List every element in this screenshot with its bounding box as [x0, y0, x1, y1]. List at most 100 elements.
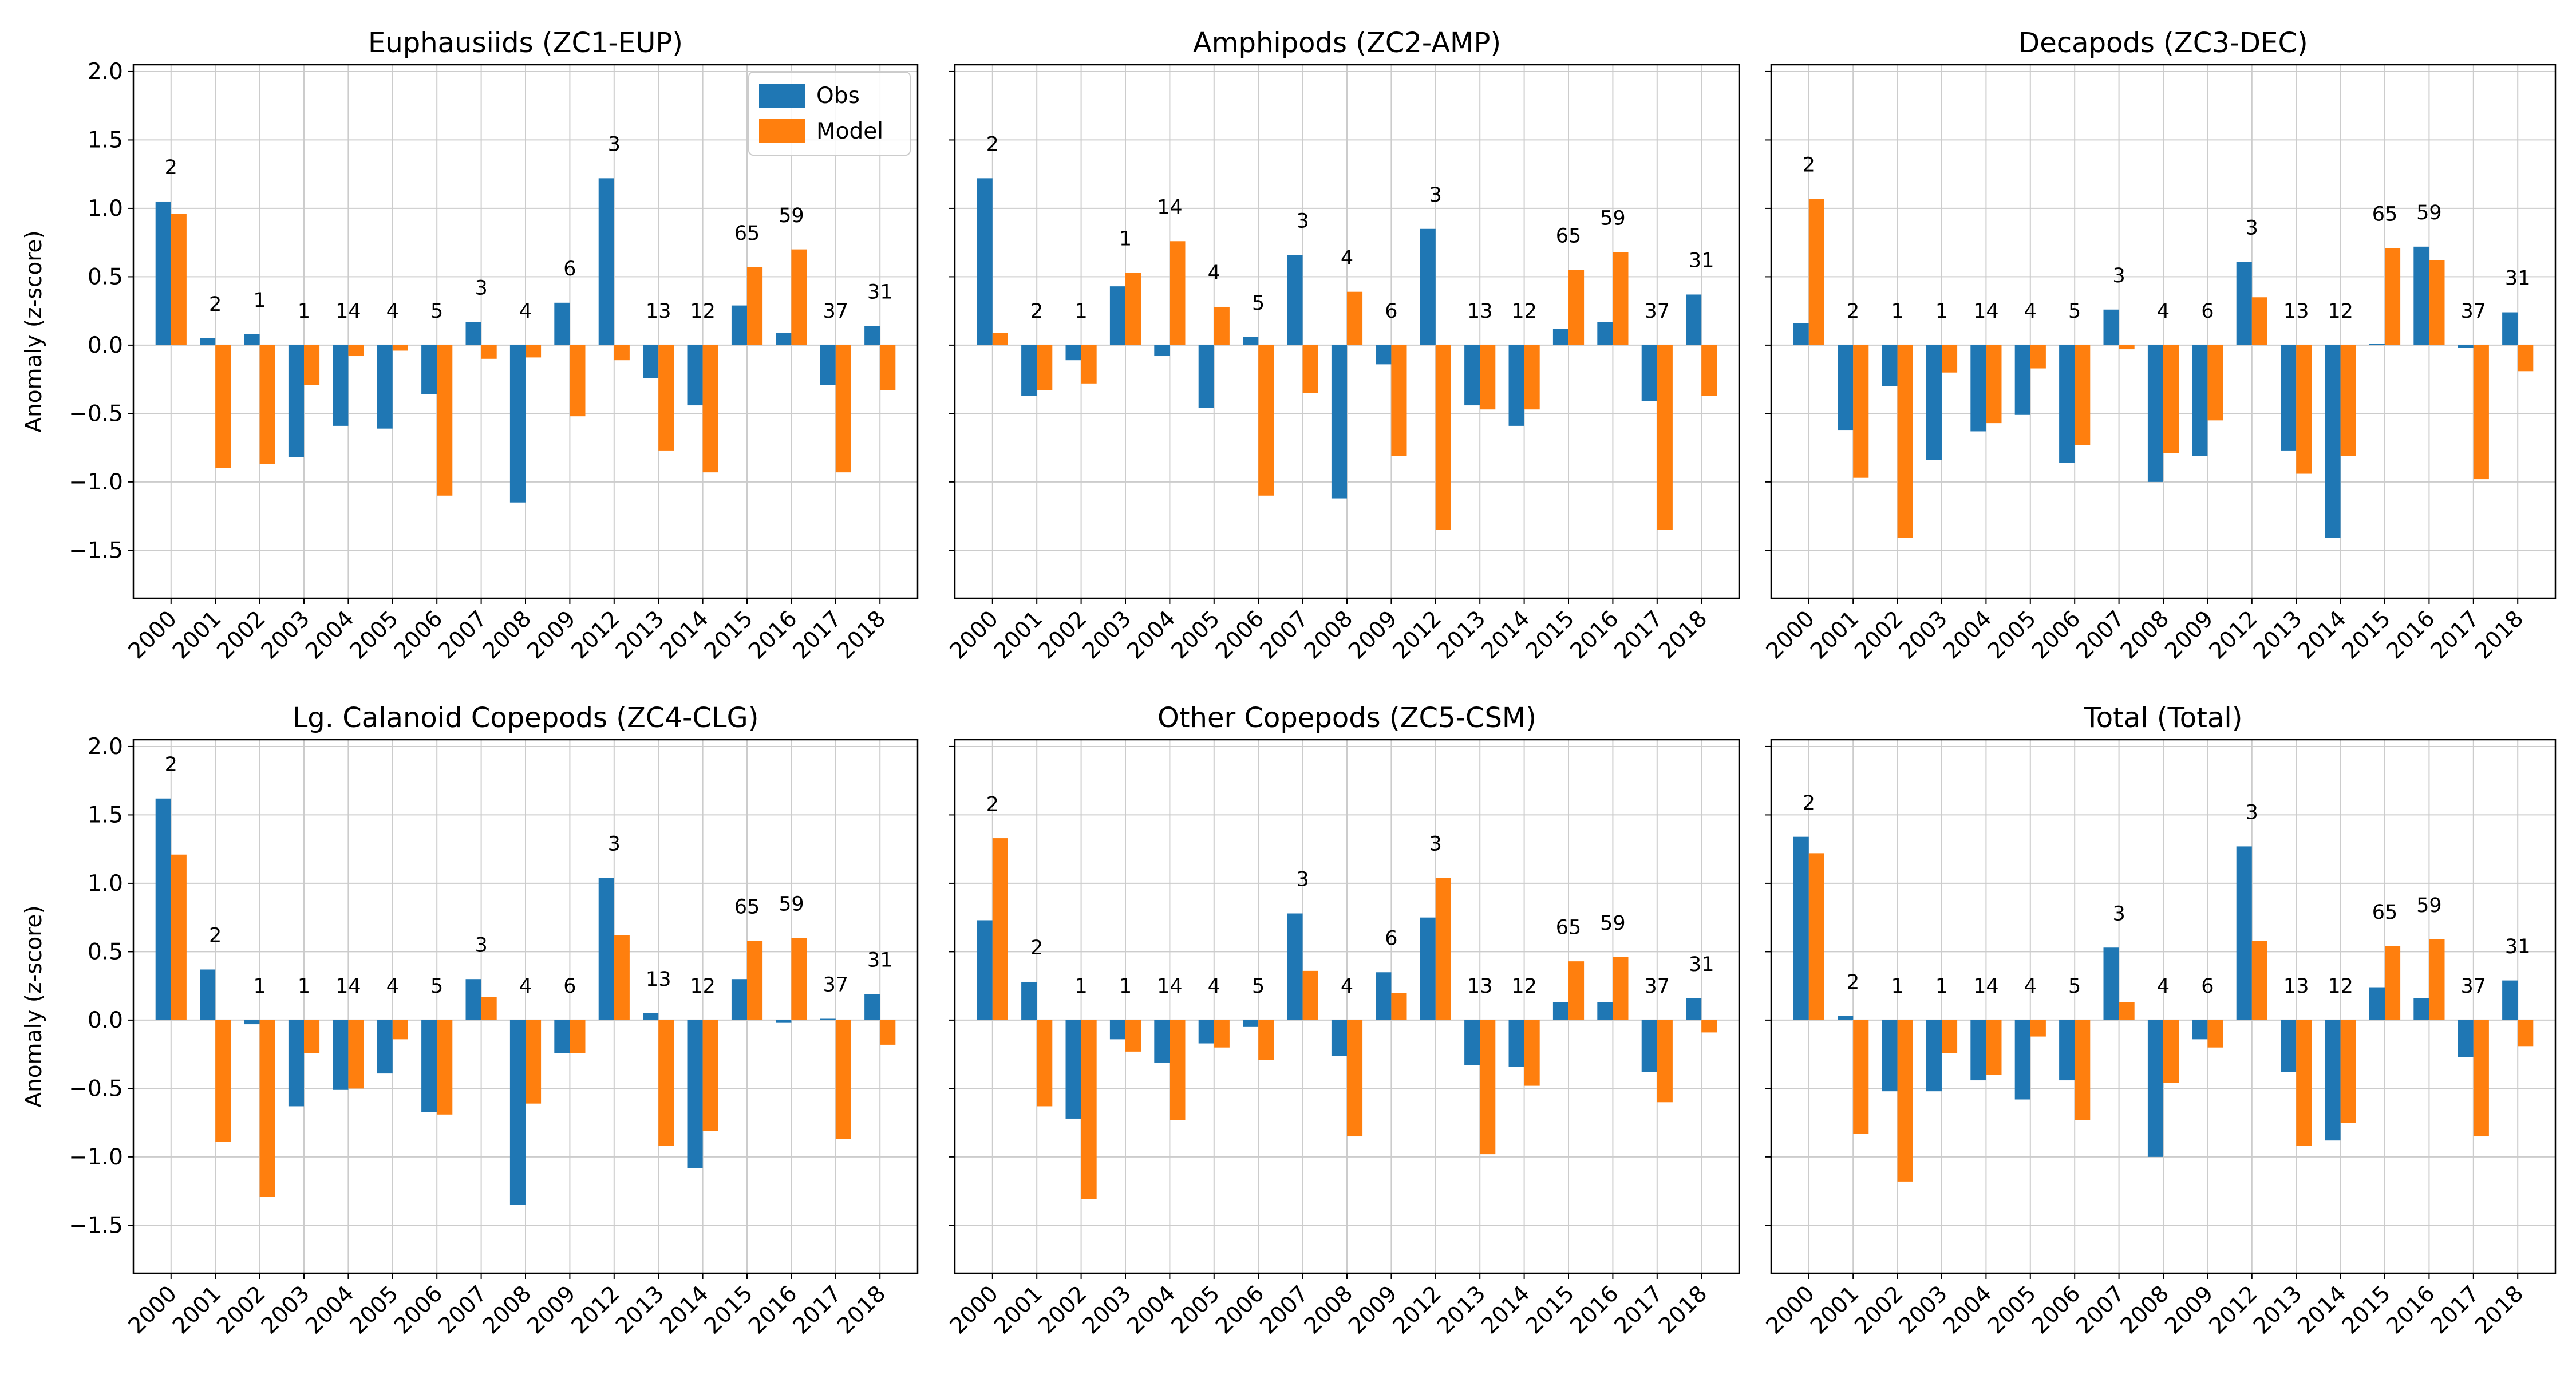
bar-model [1808, 853, 1824, 1020]
bar-model [2340, 1020, 2356, 1123]
bar-model [303, 345, 320, 385]
bar-model [1524, 345, 1540, 410]
bar-model [1941, 345, 1958, 373]
bar-model [2251, 297, 2267, 345]
x-tick-label: 2006 [1211, 606, 1269, 664]
bar-model [1081, 1020, 1097, 1199]
bar-model [1214, 306, 1230, 345]
bar-model [2030, 345, 2046, 369]
bar-annotation: 4 [519, 975, 532, 998]
bar-obs [333, 1020, 349, 1090]
x-tick-label: 2012 [1388, 1281, 1447, 1339]
bar-model [215, 345, 231, 468]
bar-obs [1021, 345, 1037, 396]
bar-obs [864, 994, 880, 1020]
bar-model [1524, 1020, 1540, 1086]
bar-obs [2369, 987, 2385, 1020]
bar-model [259, 345, 275, 464]
x-tick-label: 2003 [256, 606, 315, 664]
y-tick-label: −1.5 [69, 538, 123, 563]
x-tick-label: 2015 [1521, 606, 1579, 664]
x-tick-label: 2014 [1477, 606, 1535, 664]
bar-annotation: 6 [1385, 927, 1397, 950]
bar-annotation: 31 [1689, 250, 1714, 273]
x-tick-label: 2014 [1477, 1281, 1535, 1339]
bar-annotation: 6 [563, 258, 576, 281]
x-tick-label: 2014 [2293, 1281, 2352, 1339]
x-tick-label: 2015 [1521, 1281, 1579, 1339]
bar-annotation: 3 [475, 934, 487, 957]
bar-annotation: 37 [823, 974, 849, 997]
panel-title: Lg. Calanoid Copepods (ZC4-CLG) [293, 702, 759, 734]
y-tick-label: 1.0 [88, 871, 123, 897]
bar-model [747, 267, 763, 345]
bar-annotation: 31 [2505, 267, 2531, 290]
y-tick-label: 0.5 [88, 264, 123, 290]
bar-model [2429, 939, 2445, 1020]
x-tick-label: 2009 [1344, 1281, 1402, 1339]
panel-title: Decapods (ZC3-DEC) [2018, 27, 2308, 59]
bar-obs [1882, 1020, 1898, 1092]
bar-model [1986, 1020, 2002, 1075]
bar-obs [2369, 344, 2385, 345]
x-tick-label: 2008 [1299, 606, 1358, 664]
bar-annotation: 3 [2246, 216, 2258, 239]
bar-annotation: 4 [1341, 247, 1353, 270]
x-tick-label: 2007 [2072, 1281, 2130, 1339]
bar-annotation: 6 [1385, 300, 1397, 323]
bar-annotation: 12 [690, 975, 716, 998]
bar-obs [643, 345, 659, 378]
x-tick-label: 2014 [2293, 606, 2352, 664]
bar-annotation: 14 [1973, 300, 1999, 323]
y-axis-label: Anomaly (z-score) [21, 905, 47, 1107]
bar-obs [1793, 323, 1809, 345]
x-tick-label: 2001 [1805, 606, 1864, 664]
x-tick-label: 2008 [2116, 1281, 2174, 1339]
bar-annotation: 59 [2416, 202, 2442, 224]
bar-model [1347, 291, 1363, 345]
bar-model [835, 1020, 851, 1139]
bar-model [2207, 345, 2223, 421]
panel-title: Total (Total) [2084, 702, 2243, 734]
bar-obs [509, 1020, 526, 1205]
bar-annotation: 31 [2505, 935, 2531, 958]
bar-model [880, 345, 896, 390]
bar-obs [598, 178, 614, 345]
x-tick-label: 2009 [2160, 606, 2218, 664]
bar-annotation: 65 [1556, 225, 1582, 248]
x-tick-label: 2008 [2116, 606, 2174, 664]
bar-obs [1552, 1002, 1569, 1020]
x-tick-label: 2008 [478, 1281, 536, 1339]
bar-obs [1970, 1020, 1986, 1081]
bar-model [1125, 273, 1141, 345]
bar-obs [200, 338, 216, 345]
bar-annotation: 4 [386, 975, 399, 998]
x-tick-label: 2003 [1078, 606, 1136, 664]
bar-model [614, 345, 630, 361]
bar-model [2296, 1020, 2312, 1146]
bar-annotation: 4 [2024, 975, 2037, 998]
x-tick-label: 2016 [1565, 606, 1623, 664]
y-tick-label: 2.0 [88, 734, 123, 760]
panel-title: Euphausiids (ZC1-EUP) [368, 27, 683, 59]
bar-annotation: 65 [2372, 901, 2398, 924]
bar-annotation: 13 [646, 300, 671, 323]
bar-annotation: 13 [646, 968, 671, 991]
x-tick-label: 2014 [655, 606, 714, 664]
bar-model [1701, 1020, 1717, 1033]
bar-obs [155, 201, 171, 345]
x-tick-label: 2012 [567, 1281, 625, 1339]
x-tick-label: 2013 [611, 1281, 669, 1339]
bar-model [1037, 345, 1053, 390]
bar-annotation: 2 [986, 793, 999, 816]
bar-annotation: 5 [430, 300, 443, 323]
bar-obs [2281, 1020, 2297, 1072]
bar-obs [1641, 345, 1657, 401]
bar-model [992, 333, 1008, 345]
x-tick-label: 2006 [2027, 606, 2085, 664]
bar-annotation: 59 [779, 893, 804, 916]
bar-obs [643, 1013, 659, 1020]
x-tick-label: 2003 [1894, 606, 1953, 664]
bar-annotation: 1 [253, 289, 266, 312]
